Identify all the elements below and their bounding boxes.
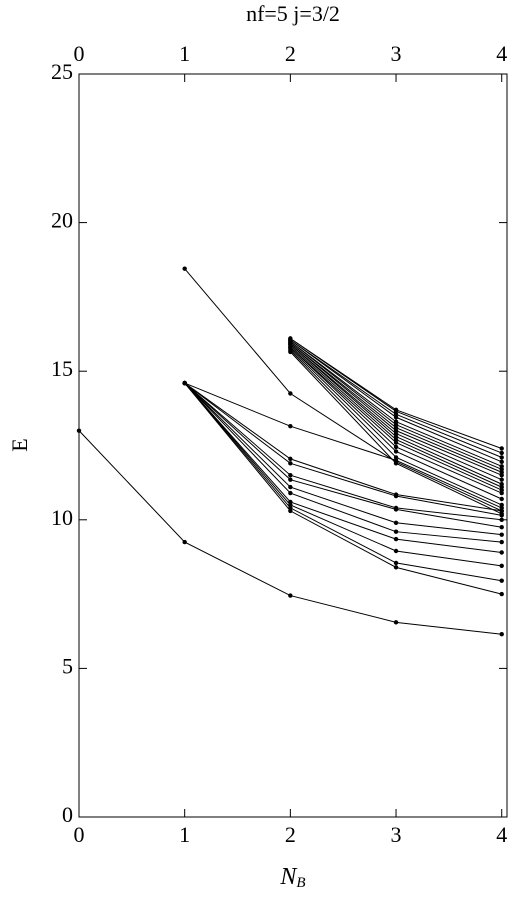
data-point: [288, 484, 293, 490]
series-line: [184, 382, 502, 509]
data-point: [393, 455, 399, 460]
data-point: [393, 548, 399, 554]
data-point: [499, 455, 504, 460]
data-point: [499, 525, 504, 530]
data-point: [288, 473, 293, 478]
chart-title: nf=5 j=3/2: [246, 1, 340, 26]
data-point: [393, 620, 399, 625]
series-line: [184, 382, 502, 512]
data-point: [499, 446, 504, 451]
data-point: [288, 593, 293, 598]
data-point: [182, 380, 187, 386]
data-point: [499, 550, 504, 555]
data-point: [182, 539, 187, 545]
data-point: [499, 539, 504, 545]
data-point: [393, 560, 399, 566]
data-point: [499, 464, 504, 469]
series-line: [184, 382, 502, 553]
data-point: [393, 419, 399, 424]
plot-frame: [78, 73, 508, 818]
x-axis-label-main: N: [279, 864, 298, 890]
data-point: [288, 391, 293, 396]
series-line: [184, 382, 502, 521]
data-point: [393, 493, 399, 499]
data-point: [499, 511, 504, 517]
series-line: [184, 382, 502, 528]
y-tick-label: 10: [51, 505, 73, 530]
data-point: [499, 532, 504, 537]
x-tick-label: 2: [285, 822, 296, 847]
data-point: [76, 428, 82, 433]
x-tick-label-top: 1: [179, 41, 190, 66]
data-point: [393, 565, 399, 570]
x-axis-label-sub: B: [296, 875, 305, 891]
series-line: [184, 382, 502, 595]
series-line: [184, 382, 502, 536]
series-line: [184, 382, 502, 516]
data-point: [288, 461, 293, 466]
data-point: [393, 536, 399, 542]
series-line: [184, 382, 502, 543]
data-point: [288, 490, 293, 496]
data-point: [499, 591, 504, 597]
x-tick-label-top: 2: [285, 41, 296, 66]
x-tick-label-top: 4: [496, 41, 507, 66]
x-tick-label: 0: [74, 822, 85, 847]
data-point: [499, 496, 504, 502]
x-tick-label-top: 3: [391, 41, 402, 66]
data-point: [393, 407, 399, 413]
data-point: [182, 266, 187, 271]
y-tick-label: 20: [51, 208, 73, 233]
x-tick-label: 1: [179, 822, 190, 847]
data-point: [393, 529, 399, 534]
series-line: [184, 382, 502, 582]
data-point: [499, 450, 504, 456]
data-point: [499, 502, 504, 508]
data-point: [499, 517, 504, 522]
data-point: [393, 449, 399, 454]
series-line: [184, 268, 502, 512]
data-point: [393, 507, 399, 512]
data-point: [499, 481, 504, 487]
data-point: [499, 563, 504, 569]
y-axis-label: E: [7, 438, 32, 451]
data-point: [499, 632, 504, 637]
y-tick-label: 15: [51, 356, 73, 381]
data-point: [288, 423, 293, 429]
y-tick-label: 5: [62, 653, 73, 678]
x-axis-label: NB: [279, 864, 305, 892]
series-line: [184, 382, 502, 567]
data-point: [499, 477, 504, 482]
y-tick-label: 0: [62, 802, 73, 827]
data-point: [393, 461, 399, 466]
y-tick-label: 25: [51, 59, 73, 84]
data-point: [499, 459, 504, 465]
x-tick-label: 4: [496, 822, 507, 847]
x-tick-label-top: 0: [74, 41, 85, 66]
data-point: [393, 444, 399, 450]
data-point: [393, 520, 399, 525]
data-point: [288, 477, 293, 482]
data-point: [288, 508, 293, 514]
data-point: [288, 336, 293, 341]
data-point: [288, 456, 293, 462]
x-tick-label: 3: [391, 822, 402, 847]
data-point: [499, 578, 504, 583]
